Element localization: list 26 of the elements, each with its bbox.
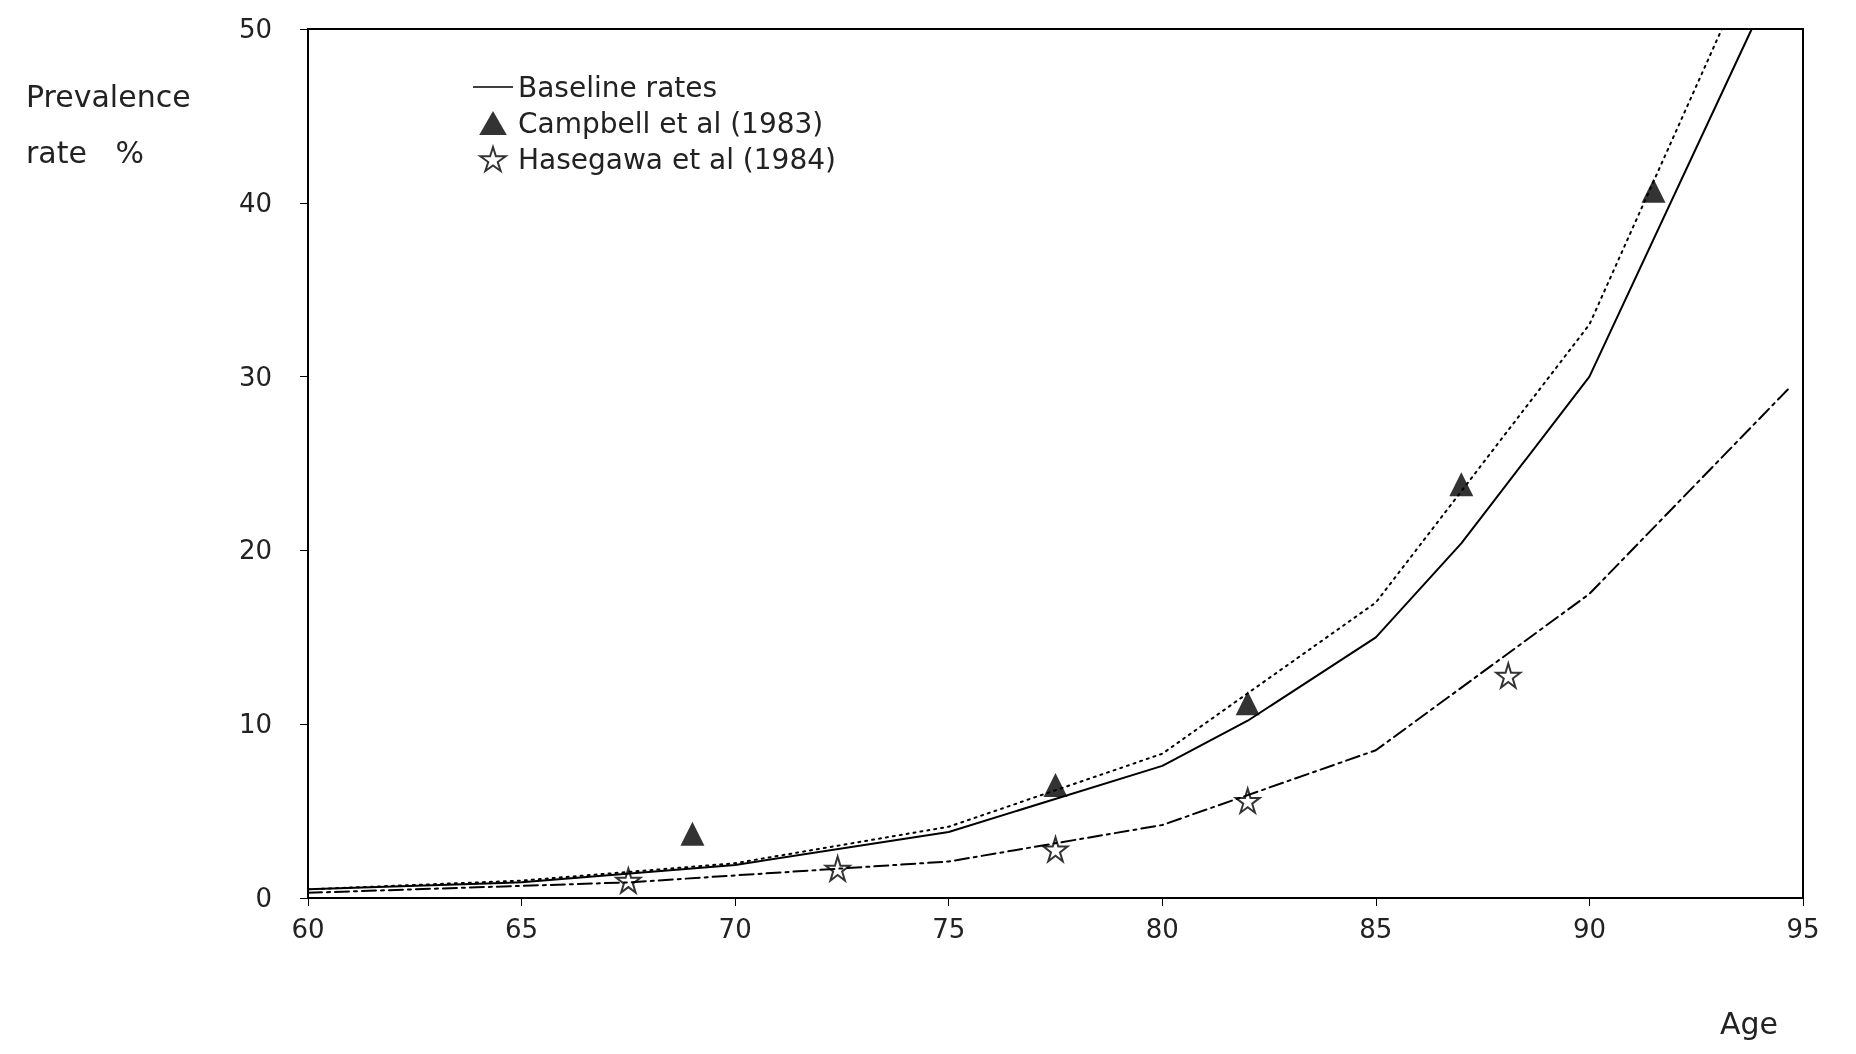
point bbox=[823, 853, 853, 884]
legend-label: Baseline rates bbox=[518, 70, 718, 104]
point bbox=[680, 821, 705, 846]
point bbox=[1235, 691, 1260, 716]
y-tick-label: 0 bbox=[255, 883, 272, 913]
x-tick-label: 60 bbox=[291, 914, 325, 944]
legend-label: Campbell et al (1983) bbox=[518, 106, 824, 140]
x-tick-label: 80 bbox=[1145, 914, 1179, 944]
y-tick-label: 30 bbox=[238, 361, 272, 392]
point bbox=[1233, 785, 1263, 816]
y-tick-label: 20 bbox=[238, 535, 272, 566]
point bbox=[1641, 178, 1666, 203]
x-tick-label: 65 bbox=[505, 914, 539, 944]
point bbox=[1493, 660, 1523, 691]
y-tick-label: 40 bbox=[238, 187, 272, 218]
legend-label: Hasegawa et al (1984) bbox=[518, 142, 836, 176]
x-tick-label: 85 bbox=[1359, 914, 1393, 944]
x-tick-label: 90 bbox=[1572, 914, 1606, 944]
x-tick-label: 75 bbox=[932, 914, 966, 944]
x-axis-title: Age bbox=[1719, 1005, 1779, 1041]
x-tick-label: 70 bbox=[718, 914, 752, 944]
y-tick-label: 50 bbox=[238, 14, 272, 44]
y-axis-title: Prevalence rate % bbox=[26, 78, 191, 170]
x-tick-label: 95 bbox=[1786, 914, 1820, 944]
y-tick-label: 10 bbox=[238, 709, 272, 740]
point bbox=[1449, 472, 1474, 497]
